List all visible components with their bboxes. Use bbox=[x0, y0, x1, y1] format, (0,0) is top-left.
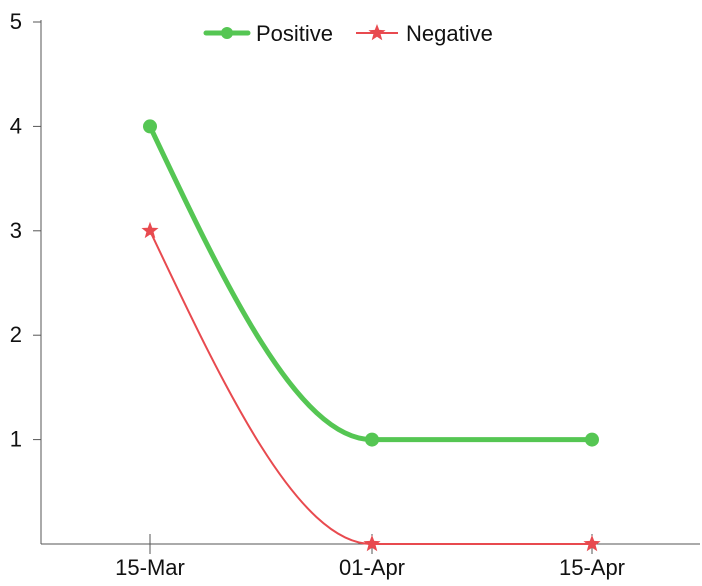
legend-item-negative[interactable]: Negative bbox=[356, 21, 493, 46]
x-tick-label: 01-Apr bbox=[339, 555, 405, 580]
data-point-negative[interactable] bbox=[141, 221, 159, 239]
x-tick-label: 15-Mar bbox=[115, 555, 185, 580]
legend-marker-positive bbox=[221, 27, 233, 39]
y-tick-label: 1 bbox=[10, 427, 22, 452]
data-point-positive[interactable] bbox=[365, 432, 379, 447]
y-tick-label: 5 bbox=[10, 9, 22, 34]
data-point-negative[interactable] bbox=[583, 535, 601, 552]
series-line-positive bbox=[147, 123, 595, 443]
x-ticks: 15-Mar 01-Apr 15-Apr bbox=[115, 534, 625, 580]
series-line-negative bbox=[149, 229, 593, 546]
data-point-positive[interactable] bbox=[143, 119, 157, 134]
y-tick-label: 4 bbox=[10, 113, 22, 138]
legend-label-positive: Positive bbox=[256, 21, 333, 46]
x-tick-label: 15-Apr bbox=[559, 555, 625, 580]
y-tick-label: 3 bbox=[10, 218, 22, 243]
data-point-positive[interactable] bbox=[585, 432, 599, 447]
legend-marker-negative bbox=[368, 24, 386, 41]
legend: Positive Negative bbox=[203, 21, 493, 46]
legend-item-positive[interactable]: Positive bbox=[203, 21, 333, 46]
y-ticks: 1 2 3 4 5 bbox=[10, 9, 41, 452]
series-layer bbox=[141, 119, 601, 552]
y-tick-label: 2 bbox=[10, 322, 22, 347]
data-point-negative[interactable] bbox=[363, 535, 381, 552]
legend-label-negative: Negative bbox=[406, 21, 493, 46]
